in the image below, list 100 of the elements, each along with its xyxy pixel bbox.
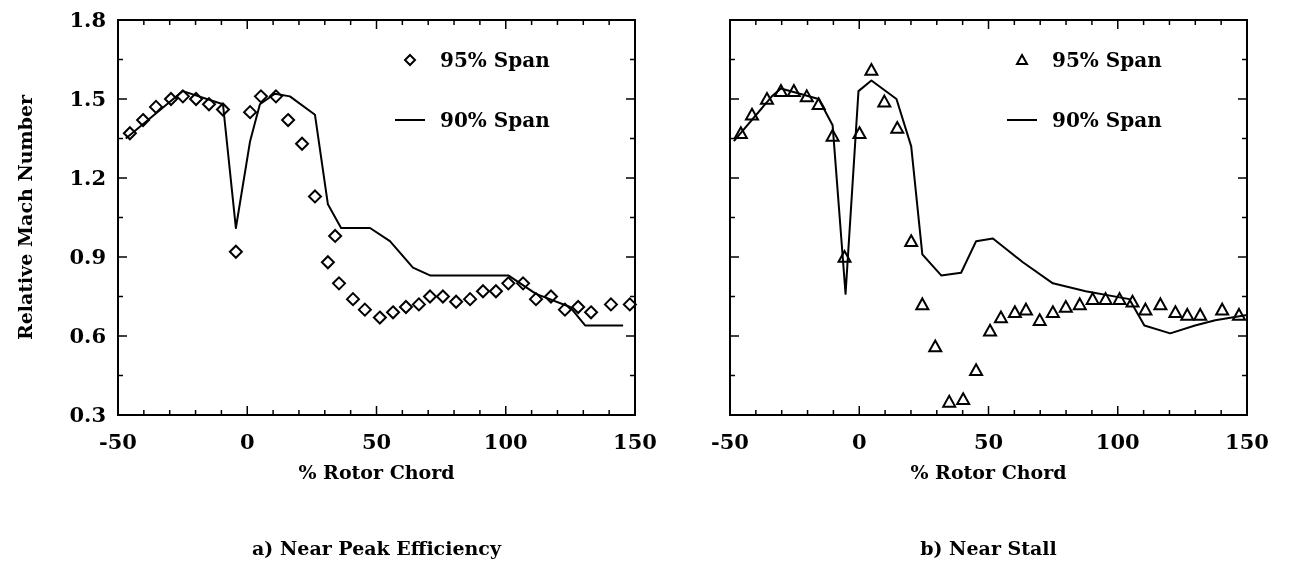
point (1098, 292, 1113, 305)
point (1125, 294, 1140, 308)
point (122, 126, 137, 141)
point (852, 126, 867, 140)
legend-label: 95% Span (440, 48, 551, 72)
legend-label: 95% Span (1052, 48, 1163, 72)
x-tick-label: 150 (1225, 429, 1269, 454)
point (136, 113, 151, 128)
x-tick-label: 50 (361, 429, 392, 454)
point (243, 105, 258, 120)
point (163, 92, 178, 106)
point (1153, 297, 1168, 311)
point (372, 310, 387, 325)
y-tick-label: 1.8 (69, 7, 106, 33)
text: a) Near Peak Efficiency (252, 537, 502, 559)
point (228, 244, 243, 259)
point (1168, 305, 1183, 319)
point (786, 84, 801, 97)
y-tick-label: 1.2 (69, 165, 106, 191)
x-tick-label: -50 (99, 429, 137, 454)
point (516, 276, 531, 291)
point (398, 300, 413, 315)
point (571, 300, 586, 315)
point (864, 63, 879, 76)
point (557, 302, 572, 317)
y-tick-label: 0.6 (69, 323, 106, 349)
point (584, 305, 599, 320)
x-tick-label: 100 (1095, 429, 1140, 454)
point (759, 92, 774, 105)
x-axis-title: % Rotor Chord (298, 461, 455, 483)
point (295, 136, 310, 151)
x-tick-label: 100 (483, 429, 528, 454)
point (603, 297, 618, 312)
point (942, 394, 957, 408)
point (1138, 302, 1153, 316)
point (1072, 297, 1087, 311)
x-tick-label: 50 (973, 429, 1004, 454)
point (411, 297, 426, 312)
point (449, 294, 464, 309)
point (983, 323, 998, 337)
point (1180, 307, 1195, 321)
point (969, 363, 984, 377)
point (622, 297, 637, 312)
point (1058, 300, 1073, 313)
point (268, 89, 283, 104)
point (281, 113, 296, 128)
point (423, 289, 438, 304)
point (149, 99, 163, 114)
point (1215, 302, 1230, 316)
y-axis-title: Relative Mach Number (14, 93, 36, 341)
y-tick-label: 0.3 (69, 402, 106, 428)
y-tick-label: 0.9 (69, 244, 106, 270)
point (956, 392, 971, 405)
point (488, 284, 503, 299)
point (357, 302, 372, 317)
legend-label: 90% Span (1052, 108, 1163, 132)
x-tick-label: 150 (613, 429, 657, 454)
x-tick-label: 0 (239, 429, 255, 454)
point (175, 89, 190, 104)
point (253, 89, 268, 104)
point (928, 339, 943, 353)
point (1112, 292, 1127, 305)
point (320, 255, 335, 270)
point (345, 292, 360, 307)
point (1085, 292, 1100, 305)
point (201, 97, 216, 112)
point (307, 189, 322, 204)
point (811, 97, 826, 111)
point (825, 128, 840, 142)
point (463, 292, 478, 307)
point (744, 107, 759, 121)
point (877, 94, 892, 108)
point (1193, 307, 1208, 321)
point (215, 102, 230, 117)
point (890, 120, 905, 134)
x-axis-title: % Rotor Chord (910, 461, 1067, 483)
point (799, 89, 814, 103)
point (733, 126, 748, 140)
point (543, 289, 558, 304)
point (773, 84, 788, 97)
point (501, 276, 516, 291)
text: b) Near Stall (920, 537, 1057, 559)
y-tick-label: 1.5 (69, 86, 106, 112)
x-tick-label: -50 (711, 429, 749, 454)
point (528, 292, 543, 307)
legend-label: 90% Span (440, 108, 551, 132)
point (332, 276, 347, 291)
point (189, 92, 204, 106)
point (435, 289, 450, 304)
point (328, 228, 343, 243)
point (1018, 302, 1033, 316)
point (1045, 305, 1060, 319)
point (837, 250, 852, 263)
point (1007, 305, 1022, 319)
point (1231, 307, 1246, 321)
point (904, 234, 919, 247)
point (1032, 313, 1047, 326)
point (386, 305, 401, 320)
point (476, 284, 490, 299)
x-tick-label: 0 (851, 429, 867, 454)
